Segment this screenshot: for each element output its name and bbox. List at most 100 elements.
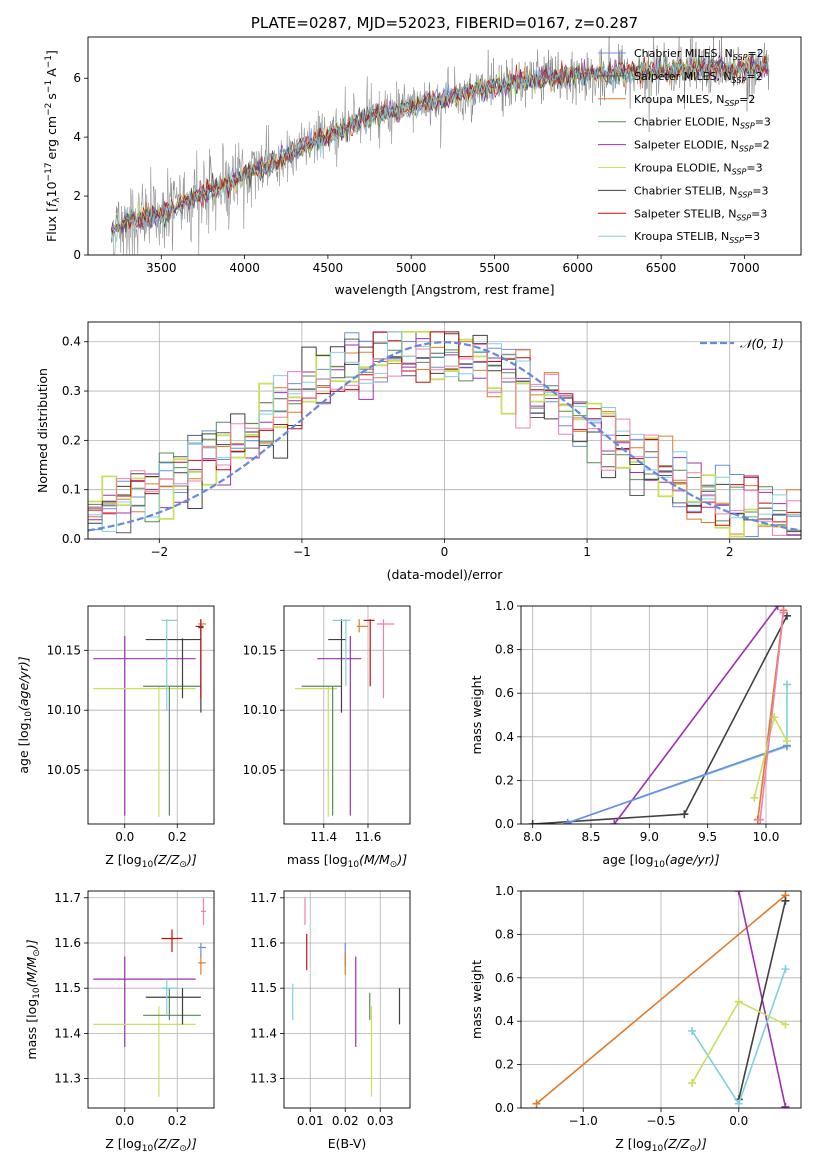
label-part: )] xyxy=(186,1136,197,1151)
y-tick-label: 0.4 xyxy=(495,1014,514,1028)
x-tick-label: 2 xyxy=(726,545,734,559)
label-part: =3 xyxy=(744,230,760,243)
errorbar-point xyxy=(143,988,201,1020)
label-part: SSP xyxy=(733,53,748,62)
label-part: Z [log xyxy=(105,1136,141,1151)
legend-entry: Chabrier ELODIE, NSSP=3 xyxy=(634,116,771,131)
ticks: −2 −1 0 1 2 0.0 0.1 0.2 0.3 0.4 xyxy=(62,335,734,559)
label-part: age [log xyxy=(602,852,653,867)
mass-vs-metallicity-panel: 0.0 0.211.311.411.511.611.7Z [log10(Z/Z⊙)… xyxy=(24,890,215,1154)
plot-area xyxy=(295,619,395,817)
y-axis-label: age [log10(age/yr)] xyxy=(16,656,34,773)
x-tick-label: 6500 xyxy=(646,261,677,275)
errorbar-point xyxy=(198,942,207,957)
y-tick-label: 11.6 xyxy=(54,936,81,950)
weight-series xyxy=(750,713,791,802)
age-vs-mass-panel: 11.4 11.6 10.05 10.10 10.15 mass [log10(M/M⊙)… xyxy=(243,605,411,870)
grid xyxy=(521,605,801,825)
plot-area xyxy=(93,619,207,817)
weight-marker xyxy=(688,1026,697,1035)
axes-frame xyxy=(87,605,215,825)
label-part: SSP xyxy=(724,99,739,108)
residual-histogram-step xyxy=(88,344,801,536)
label-part: SSP xyxy=(738,190,753,199)
legend-entry: Salpeter ELODIE, NSSP=2 xyxy=(634,139,770,154)
x-tick-label: 8.5 xyxy=(581,830,600,844)
label-part: 10 xyxy=(142,860,154,870)
y-axis-label: Flux [fλ10−17erg cm−2s−1A−1] xyxy=(44,50,62,242)
x-axis-label: mass [log10(M/M⊙)] xyxy=(287,852,407,870)
errorbar-point xyxy=(317,635,362,816)
weight-marker xyxy=(532,1099,541,1108)
label-part: Flux [ xyxy=(44,207,59,242)
y-tick-label: 10.10 xyxy=(243,703,277,717)
plot-area xyxy=(88,331,801,538)
weight-marker xyxy=(528,820,537,824)
label-part: =2 xyxy=(747,47,763,60)
x-tick-label: 0.02 xyxy=(332,1114,359,1128)
weight-marker xyxy=(688,1079,697,1088)
x-axis-label: Z [log10(Z/Z⊙)] xyxy=(615,1136,707,1154)
label-part: Kroupa STELIB, N xyxy=(634,230,729,243)
label-part: −2 xyxy=(44,103,54,116)
mass-vs-ebv-panel: 0.01 0.02 0.03 11.3 11.4 11.5 11.6 11.7 E(B-V) xyxy=(250,890,411,1151)
x-tick-label: −2 xyxy=(150,545,168,559)
y-tick-label: 1.0 xyxy=(495,599,514,613)
x-tick-label: −1 xyxy=(293,545,311,559)
axes-frame xyxy=(87,890,215,1109)
errorbar-point xyxy=(328,619,346,713)
label-part: )] xyxy=(696,1136,707,1151)
label-part: =3 xyxy=(752,184,768,197)
y-tick-label: 11.7 xyxy=(250,891,277,905)
weight-marker xyxy=(783,737,791,746)
label-part: Salpeter MILES, N xyxy=(634,70,732,83)
label-part: ⊙ xyxy=(179,1144,187,1154)
x-axis-label: E(B-V) xyxy=(328,1136,367,1151)
axes-frame xyxy=(87,321,802,540)
weight-series xyxy=(756,608,788,824)
x-tick-label: 11.4 xyxy=(310,830,337,844)
label-part: (Z/Z xyxy=(153,1136,180,1151)
weight-marker xyxy=(781,965,790,974)
grid xyxy=(88,606,214,824)
label-part: (Z/Z xyxy=(153,852,180,867)
label-part: )] xyxy=(186,852,197,867)
label-part: ⊙ xyxy=(179,860,187,870)
weight-series-line xyxy=(613,606,779,824)
x-axis-label: Z [log10(Z/Z⊙)] xyxy=(105,852,197,870)
errorbar-point xyxy=(93,956,196,1047)
x-tick-label: 7000 xyxy=(729,261,760,275)
errorbar-point xyxy=(161,929,183,953)
y-tick-label: 0.4 xyxy=(495,730,514,744)
errorbar-point xyxy=(198,619,204,699)
y-tick-label: 0.3 xyxy=(62,384,81,398)
label-part: SSP xyxy=(732,76,747,85)
label-part: −1 xyxy=(44,55,54,68)
label-part: (age/yr)] xyxy=(16,656,31,711)
y-tick-label: 0.1 xyxy=(62,483,81,497)
weight-series xyxy=(753,606,788,824)
errorbar-point xyxy=(332,619,351,687)
x-tick-label: 5000 xyxy=(396,261,427,275)
label-part: s xyxy=(44,93,59,100)
ticks: 3500 4000 4500 5000 5500 6000 6500 7000 0 2 4 6 xyxy=(73,71,759,275)
label-part: mass [log xyxy=(287,852,348,867)
label-part: mass [log xyxy=(24,999,39,1060)
weight-series-line xyxy=(759,612,785,820)
x-tick-label: −1.0 xyxy=(569,1114,598,1128)
errorbar-point xyxy=(295,686,338,817)
label-part: −1 xyxy=(44,80,54,93)
axes-frame xyxy=(520,605,802,825)
weight-series xyxy=(563,741,791,824)
label-part: f xyxy=(44,201,59,207)
x-tick-label: 0.03 xyxy=(367,1114,394,1128)
y-tick-label: 0.6 xyxy=(495,971,514,985)
label-part: SSP xyxy=(736,213,751,222)
label-part: Chabrier STELIB, N xyxy=(634,184,738,197)
label-part: =2 xyxy=(739,93,755,106)
x-tick-label: 1 xyxy=(583,545,591,559)
label-part: =2 xyxy=(754,139,770,152)
label-part: 10 xyxy=(142,1144,154,1154)
